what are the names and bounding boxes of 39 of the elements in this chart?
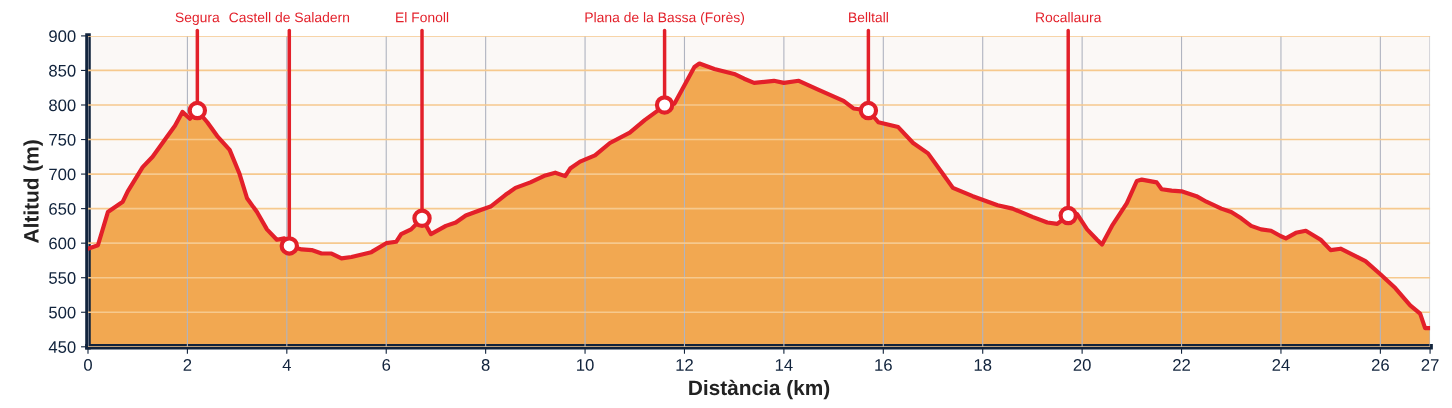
x-tick-label: 22 [1173,359,1190,371]
y-tick-label: 850 [49,64,76,77]
annotation: Rocallaura [1036,12,1102,23]
annotation: Plana de la Bassa (Forès) [585,11,745,26]
x-tick-label: 27 [1421,359,1439,371]
x-tick-label: 6 [382,359,391,371]
y-tick-label: 800 [49,99,76,112]
y-tick-label: 600 [49,237,76,250]
x-tick-label: 14 [775,359,793,371]
x-tick-label: 12 [676,359,693,371]
x-tick-label: 8 [481,359,490,371]
annotation: Segura [175,12,220,26]
y-tick-label: 700 [49,168,76,181]
x-tick-label: 4 [282,359,291,371]
x-tick-label: 18 [974,359,992,371]
point [187,100,208,121]
x-axis-title: Distància (km) [689,379,830,400]
y-tick-label: 550 [49,272,76,284]
annotation: Castell de Saladern [229,12,350,23]
annotation: Belltall [849,12,888,23]
x-tick-label: 26 [1371,359,1389,371]
y-axis-title: Altitud (m) [23,140,43,243]
y-tick-label: 450 [48,341,76,353]
point [1058,205,1078,226]
y-tick-label: 900 [49,30,76,43]
annotation: El Fonoll [396,12,449,23]
point [412,208,432,229]
y-tick-label: 500 [49,306,76,319]
x-tick-label: 2 [183,359,192,371]
x-tick-label: 16 [875,359,892,371]
point [858,100,879,121]
x-tick-label: 10 [577,359,594,371]
point [654,95,675,115]
point [279,236,300,256]
x-tick-label: 0 [84,359,92,371]
x-tick-label: 20 [1073,359,1091,371]
x-tick-label: 24 [1272,359,1290,371]
y-tick-label: 650 [49,203,76,215]
y-tick-label: 750 [49,133,76,146]
